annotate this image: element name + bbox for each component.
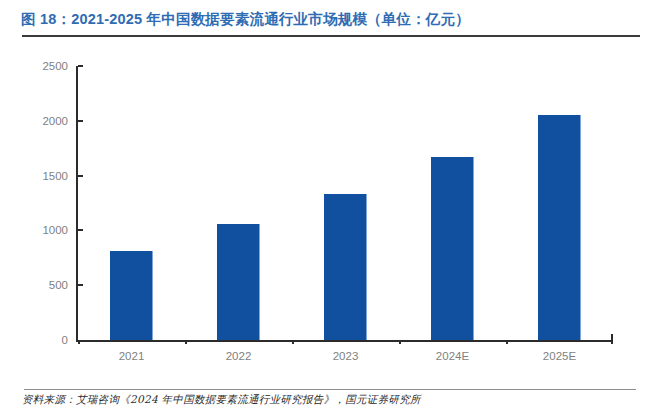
x-axis-tick-mark bbox=[185, 340, 187, 344]
y-axis-tick-mark bbox=[78, 120, 83, 122]
y-axis-tick-mark bbox=[78, 65, 83, 67]
x-axis-tick-mark bbox=[611, 340, 613, 344]
x-axis-tick-mark bbox=[78, 340, 80, 344]
bar-2023 bbox=[324, 194, 367, 340]
y-axis-tick-label: 0 bbox=[22, 333, 68, 347]
y-axis-tick-label: 1500 bbox=[22, 169, 68, 183]
y-axis-tick-label: 1000 bbox=[22, 223, 68, 237]
x-axis-category-label: 2024E bbox=[399, 349, 506, 363]
x-axis-tick-mark bbox=[399, 340, 401, 344]
bar-2022 bbox=[217, 224, 260, 340]
title-divider-line bbox=[22, 35, 640, 37]
footer-divider-line bbox=[24, 389, 636, 390]
x-axis-tick-mark bbox=[506, 340, 508, 344]
bar-chart-plot-area: 050010001500200025002021202220232024E202… bbox=[76, 66, 613, 342]
figure-panel: 图 18：2021-2025 年中国数据要素流通行业市场规模（单位：亿元） 05… bbox=[0, 0, 658, 414]
bar-2021 bbox=[110, 251, 153, 340]
bar-2024E bbox=[431, 157, 474, 340]
source-note: 资料来源：艾瑞咨询《2024 年中国数据要素流通行业研究报告》，国元证券研究所 bbox=[22, 393, 421, 407]
x-axis-category-label: 2023 bbox=[292, 349, 399, 363]
y-axis-tick-label: 2500 bbox=[22, 59, 68, 73]
y-axis-tick-mark bbox=[78, 175, 83, 177]
x-axis-end-tick-mark bbox=[611, 334, 613, 340]
x-axis-tick-mark bbox=[292, 340, 294, 344]
x-axis-category-label: 2022 bbox=[185, 349, 292, 363]
y-axis-tick-mark bbox=[78, 229, 83, 231]
x-axis-category-label: 2021 bbox=[78, 349, 185, 363]
y-axis-tick-mark bbox=[78, 284, 83, 286]
bar-2025E bbox=[538, 115, 581, 340]
y-axis-tick-label: 500 bbox=[22, 278, 68, 292]
figure-title: 图 18：2021-2025 年中国数据要素流通行业市场规模（单位：亿元） bbox=[21, 10, 470, 29]
x-axis-category-label: 2025E bbox=[506, 349, 613, 363]
y-axis-tick-label: 2000 bbox=[22, 114, 68, 128]
